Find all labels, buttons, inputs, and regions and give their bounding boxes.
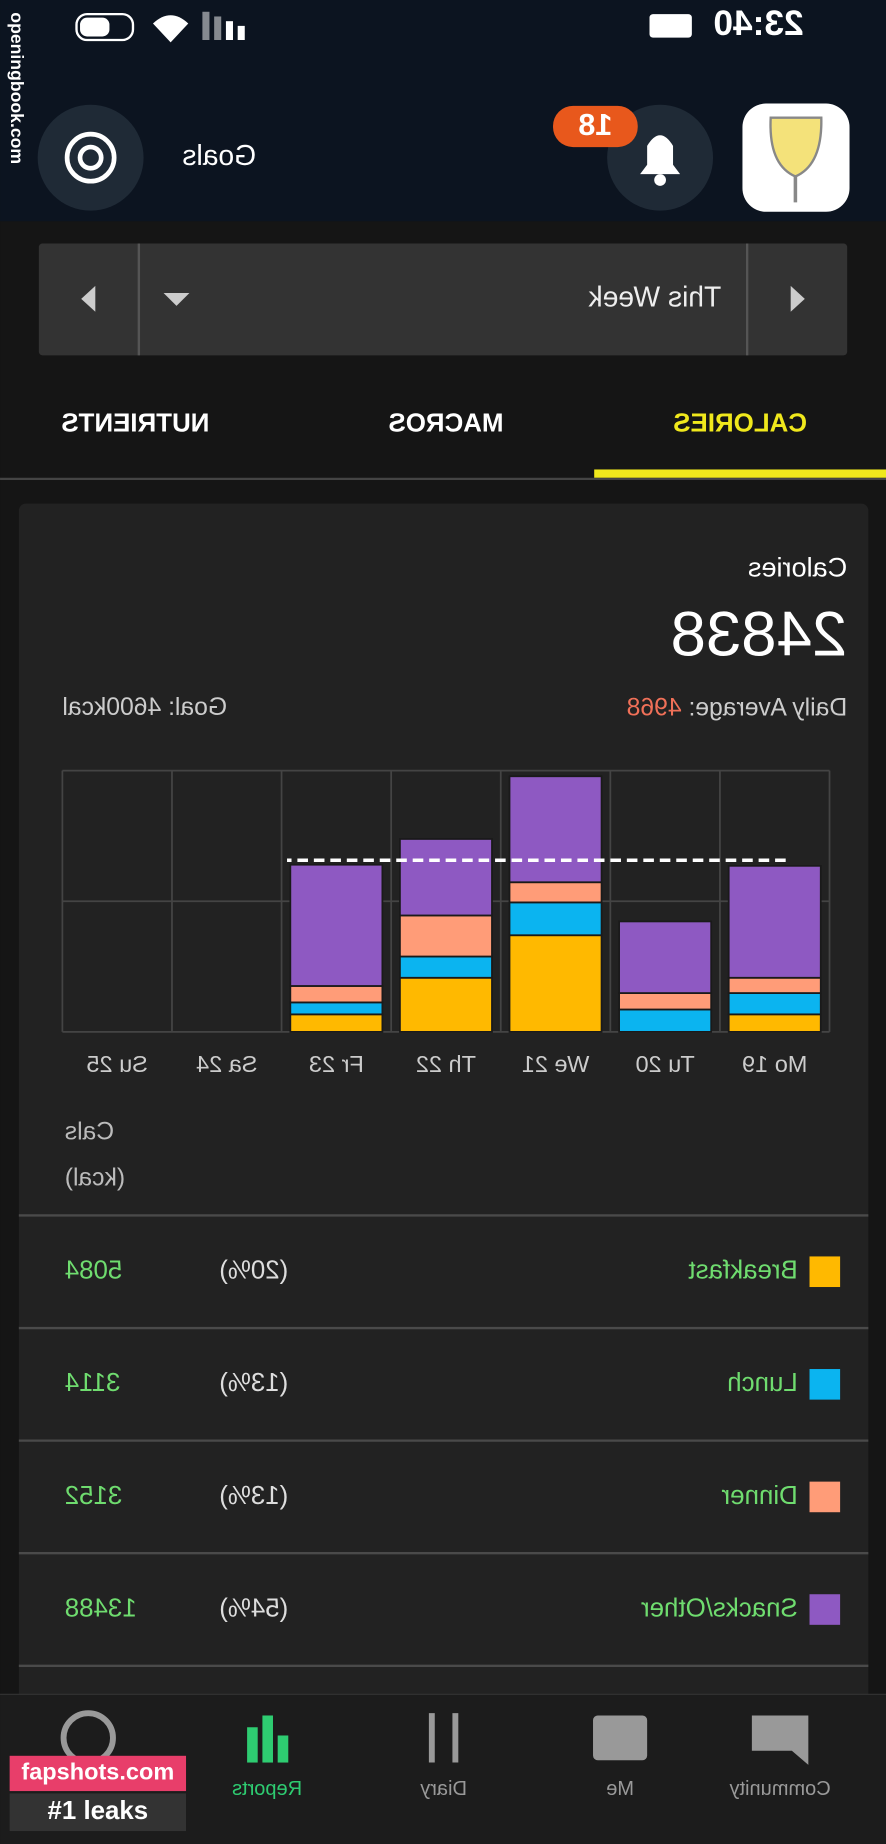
row-name: Snacks/Other (641, 1594, 798, 1622)
summary-total: 24838 (671, 599, 848, 670)
legend-swatch (809, 1594, 841, 1625)
bell-icon (640, 135, 681, 175)
me-icon (593, 1715, 648, 1761)
x-tick-label: Sa 24 (196, 1051, 257, 1077)
chart: Mo 19 Tu 20 We 21 Th 22 Fr 23 Sa 24 Su 25 (61, 769, 831, 1077)
x-tick-label: Th 22 (416, 1051, 476, 1077)
row-value: 5084 (65, 1257, 123, 1285)
row-value: 3114 (65, 1369, 121, 1397)
tab[interactable]: NUTRIENTS (61, 410, 209, 438)
target-inner (77, 144, 104, 171)
bar-segment (399, 914, 493, 958)
x-tick-label: Tu 20 (636, 1051, 695, 1077)
next-week[interactable] (81, 285, 96, 312)
tab[interactable]: MACROS (388, 410, 503, 438)
average-label: Daily Average: (682, 694, 848, 721)
goals-button[interactable] (37, 104, 144, 211)
avatar-glass (769, 116, 823, 178)
community-icon (751, 1715, 809, 1765)
nav-label[interactable]: Reports (232, 1778, 302, 1800)
x-tick-label: Mo 19 (742, 1051, 807, 1077)
row-value: 3152 (65, 1482, 123, 1510)
row-name: Lunch (727, 1369, 798, 1397)
goal-text: Goal: 4600kcal (62, 694, 227, 721)
nav-label[interactable]: Community (730, 1778, 831, 1800)
nav-label[interactable]: Diary (420, 1778, 467, 1800)
legend-swatch (809, 1369, 841, 1400)
bell-clapper (654, 174, 666, 186)
table-header: Cals (65, 1119, 114, 1146)
prev-week[interactable] (790, 285, 805, 312)
table: Cals (kcal) Breakfast (20%) 5084 Lunch (13%)… (18, 1119, 869, 1668)
bar-segment (618, 920, 713, 994)
bed-icon (649, 14, 692, 38)
watermark-bg (9, 1793, 187, 1832)
daily-average: Daily Average: 4968 (627, 694, 848, 721)
row-percent: (20%) (219, 1257, 288, 1285)
signal-icon (202, 11, 245, 41)
bar-segment (508, 775, 603, 884)
badge-count: 18 (578, 108, 612, 142)
tab[interactable]: CALORIES (673, 410, 807, 438)
header-bg (0, 0, 886, 222)
battery-icon (75, 12, 135, 42)
week-selector[interactable] (38, 243, 848, 356)
bar-segment (289, 863, 384, 987)
bar-segment (727, 864, 822, 979)
notification-badge (553, 105, 638, 148)
row-name: Dinner (721, 1482, 798, 1510)
summary-label: Calories (748, 553, 847, 583)
card (18, 503, 869, 1716)
bar-segment (508, 901, 603, 937)
x-tick-label: Su 25 (86, 1051, 147, 1077)
goals-label[interactable]: Goals (182, 139, 256, 171)
watermark-bg (9, 1755, 187, 1792)
nav-label[interactable]: Me (606, 1778, 634, 1800)
row-percent: (13%) (219, 1482, 288, 1510)
diary-icon (428, 1713, 459, 1763)
wifi-icon (152, 15, 189, 43)
battery-level (80, 17, 110, 37)
x-tick-label: Fr 23 (309, 1051, 364, 1077)
tab-underline (594, 469, 886, 478)
target-icon (64, 131, 117, 184)
week-label: This Week (588, 280, 722, 312)
clock: 23:40 (713, 4, 803, 43)
row-name: Breakfast (688, 1257, 797, 1285)
watermark: #1 leaks (48, 1797, 149, 1825)
nav: Community Me Diary Reports (232, 1778, 831, 1800)
row-percent: (54%) (219, 1594, 288, 1622)
watermark: fapshots.com (21, 1759, 174, 1785)
watermark: openingbook.com (7, 12, 27, 164)
reports-icon (247, 1715, 289, 1763)
row-value: 13488 (65, 1594, 137, 1622)
dropdown-caret[interactable] (163, 292, 190, 306)
row-percent: (13%) (219, 1369, 288, 1397)
x-tick-label: We 21 (522, 1051, 590, 1077)
legend-swatch (809, 1481, 841, 1513)
table-header: (kcal) (65, 1164, 125, 1191)
bar-segment (399, 838, 493, 917)
legend-swatch (809, 1256, 841, 1288)
average-value: 4968 (627, 694, 682, 721)
